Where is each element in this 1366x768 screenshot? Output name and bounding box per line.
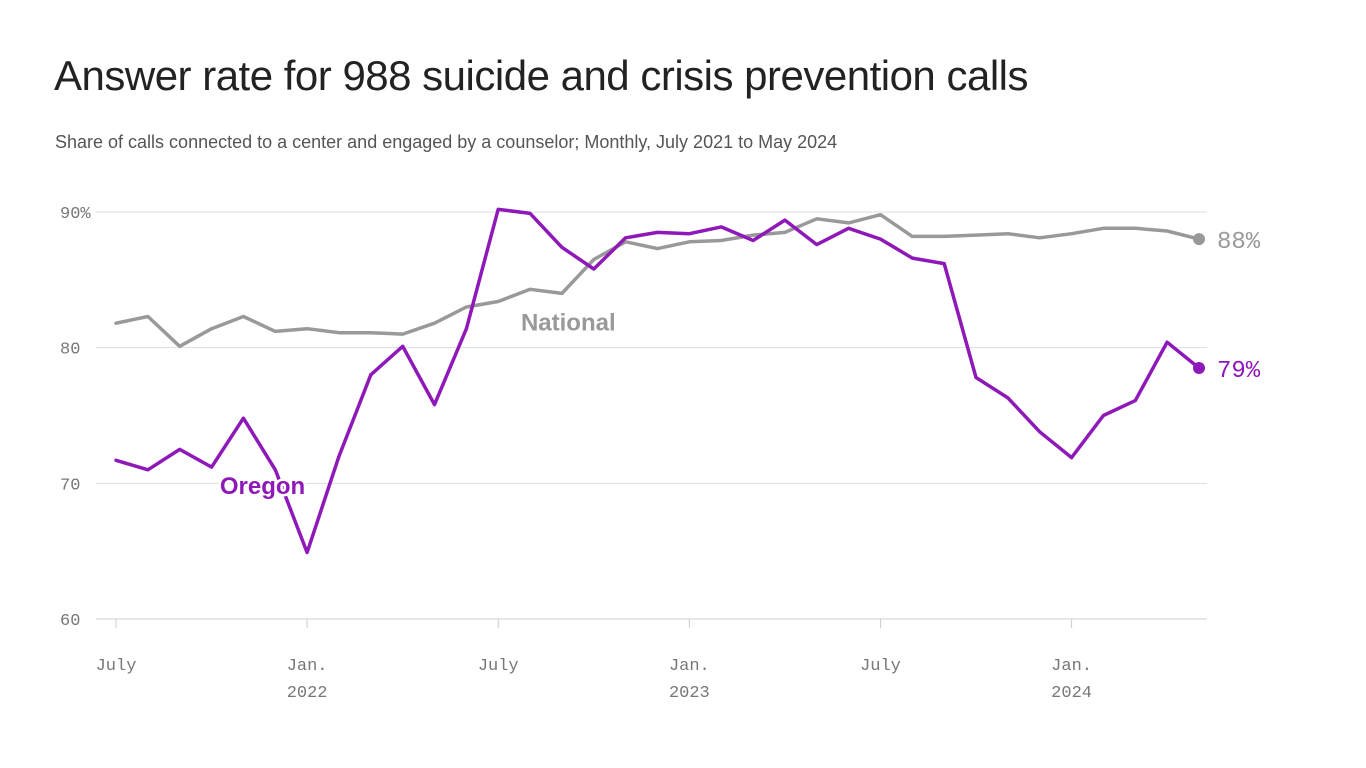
end-label-oregon: 79%	[1217, 358, 1261, 385]
series-name-oregon: Oregon	[220, 473, 305, 500]
y-tick-label: 80	[60, 341, 80, 360]
x-axis-ticks: July Jan. 2022 July Jan. 2023 July Jan. 2024	[96, 619, 1092, 703]
x-tick-year: 2022	[287, 684, 328, 703]
x-tick-label: July	[860, 657, 901, 676]
y-tick-label: 70	[60, 476, 80, 495]
gridlines	[96, 211, 1207, 620]
end-dot-oregon	[1193, 362, 1205, 375]
series-lines	[114, 207, 1205, 555]
chart-subtitle: Share of calls connected to a center and…	[55, 132, 838, 152]
x-tick-label: July	[478, 657, 519, 676]
x-tick-year: 2024	[1051, 684, 1092, 703]
series-line-oregon	[114, 207, 1201, 555]
x-tick-label: Jan.	[287, 657, 328, 676]
end-dot-national	[1193, 233, 1205, 246]
y-tick-label: 60	[60, 612, 80, 631]
x-tick-label: Jan.	[669, 657, 710, 676]
end-label-national: 88%	[1217, 229, 1261, 256]
chart-title: Answer rate for 988 suicide and crisis p…	[54, 52, 1028, 99]
y-tick-label: 90%	[60, 205, 91, 224]
y-axis-ticks: 90% 80 70 60	[60, 205, 91, 631]
x-tick-label: July	[96, 657, 137, 676]
x-tick-year: 2023	[669, 684, 710, 703]
x-tick-label: Jan.	[1051, 657, 1092, 676]
series-labels: 88% 79% National Oregon	[217, 229, 1261, 502]
series-name-national: National	[521, 309, 616, 336]
series-line-national	[114, 212, 1201, 349]
